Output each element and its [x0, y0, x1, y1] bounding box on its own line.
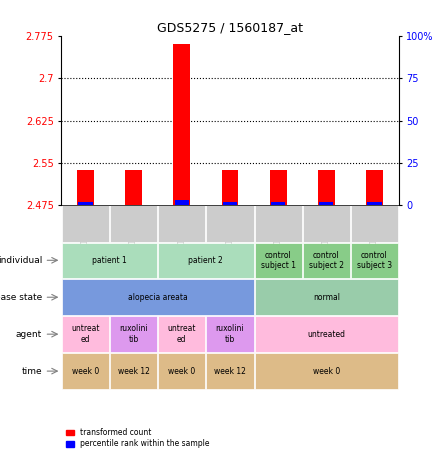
- Bar: [158, 353, 205, 389]
- Text: ruxolini
tib: ruxolini tib: [215, 324, 244, 344]
- Text: control
subject 2: control subject 2: [309, 251, 344, 270]
- Text: week 0: week 0: [313, 366, 340, 376]
- Text: control
subject 3: control subject 3: [357, 251, 392, 270]
- Bar: [62, 353, 109, 389]
- Text: week 12: week 12: [214, 366, 246, 376]
- Bar: [254, 317, 398, 352]
- Text: disease state: disease state: [0, 293, 42, 302]
- Bar: [125, 170, 142, 205]
- Text: patient 2: patient 2: [188, 256, 223, 265]
- Bar: [62, 242, 157, 278]
- Text: alopecia areata: alopecia areata: [128, 293, 187, 302]
- Bar: [351, 205, 398, 242]
- Text: individual: individual: [0, 256, 42, 265]
- Bar: [175, 200, 189, 205]
- Bar: [223, 202, 237, 205]
- Text: week 12: week 12: [118, 366, 149, 376]
- Bar: [254, 205, 302, 242]
- Bar: [254, 242, 302, 278]
- Text: time: time: [21, 366, 42, 376]
- Bar: [367, 202, 381, 205]
- Bar: [206, 317, 254, 352]
- Bar: [62, 205, 109, 242]
- Bar: [158, 317, 205, 352]
- Bar: [158, 242, 254, 278]
- Bar: [222, 170, 238, 205]
- Bar: [206, 353, 254, 389]
- Bar: [110, 205, 157, 242]
- Bar: [366, 170, 383, 205]
- Bar: [254, 353, 398, 389]
- Bar: [62, 317, 109, 352]
- Bar: [206, 205, 254, 242]
- Bar: [78, 202, 92, 205]
- Bar: [303, 242, 350, 278]
- Legend: transformed count, percentile rank within the sample: transformed count, percentile rank withi…: [65, 427, 210, 449]
- Bar: [110, 353, 157, 389]
- Bar: [158, 205, 205, 242]
- Text: untreat
ed: untreat ed: [167, 324, 196, 344]
- Text: week 0: week 0: [72, 366, 99, 376]
- Bar: [303, 205, 350, 242]
- Bar: [351, 242, 398, 278]
- Title: GDS5275 / 1560187_at: GDS5275 / 1560187_at: [157, 21, 303, 34]
- Bar: [173, 43, 190, 205]
- Text: untreated: untreated: [307, 330, 345, 339]
- Bar: [110, 317, 157, 352]
- Text: control
subject 1: control subject 1: [261, 251, 296, 270]
- Bar: [318, 170, 335, 205]
- Text: normal: normal: [313, 293, 340, 302]
- Text: week 0: week 0: [168, 366, 195, 376]
- Bar: [62, 280, 254, 315]
- Text: ruxolini
tib: ruxolini tib: [119, 324, 148, 344]
- Text: untreat
ed: untreat ed: [71, 324, 100, 344]
- Bar: [77, 170, 94, 205]
- Bar: [319, 202, 333, 205]
- Text: agent: agent: [16, 330, 42, 339]
- Bar: [270, 170, 286, 205]
- Bar: [271, 202, 285, 205]
- Text: patient 1: patient 1: [92, 256, 127, 265]
- Bar: [254, 280, 398, 315]
